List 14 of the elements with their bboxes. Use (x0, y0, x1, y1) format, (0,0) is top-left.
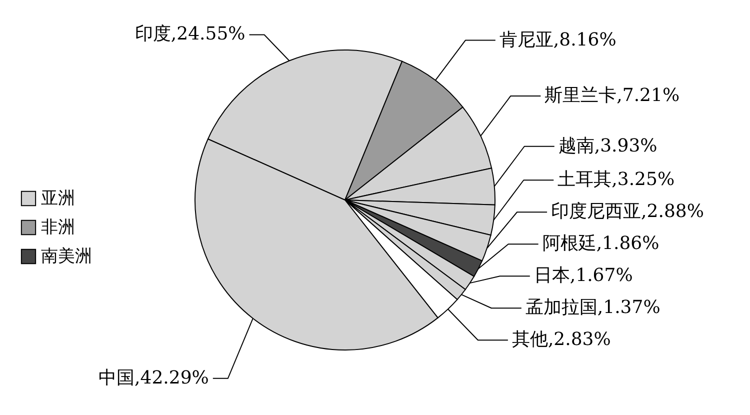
slice-label: 印度,24.55% (134, 24, 246, 45)
slice-label: 肯尼亚,8.16% (499, 29, 616, 50)
slice-label: 越南,3.93% (558, 135, 658, 156)
slice-label: 土耳其,3.25% (558, 169, 675, 190)
slice-label: 阿根廷,1.86% (542, 233, 660, 254)
text: 非洲 (41, 218, 75, 238)
slice-label: 日本,1.67% (534, 265, 633, 286)
slice-label: 其他,2.83% (512, 329, 611, 350)
slice-label: 孟加拉国,1.37% (525, 297, 660, 318)
slice-label: 中国,42.29% (98, 367, 209, 388)
text: 南美洲 (41, 246, 92, 266)
slice-label: 斯里兰卡,7.21% (544, 84, 680, 106)
text: 亚洲 (41, 188, 75, 208)
slice-label: 印度尼西亚,2.88% (551, 201, 704, 222)
